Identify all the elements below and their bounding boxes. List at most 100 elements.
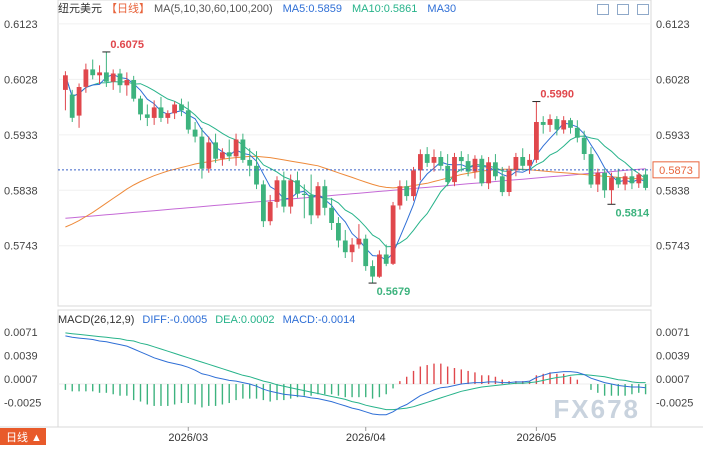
macd-tick-right: 0.0071 bbox=[656, 327, 690, 339]
candle-body bbox=[83, 69, 89, 87]
high-annotation: 0.5990 bbox=[540, 89, 574, 101]
macd-tick-left: 0.0007 bbox=[4, 374, 38, 386]
period-badge bbox=[0, 428, 46, 445]
macd-header: MACD(26,12,9) DIFF:-0.0005 DEA:0.0002 MACD:… bbox=[58, 314, 359, 330]
candle-body bbox=[636, 174, 642, 184]
candle-body bbox=[615, 177, 621, 185]
candle-body bbox=[179, 104, 184, 111]
candle-body bbox=[138, 98, 143, 115]
candle-body bbox=[390, 205, 396, 264]
candle-body bbox=[424, 154, 430, 163]
candle-body bbox=[540, 122, 546, 125]
macd-hist-value: MACD:-0.0014 bbox=[282, 314, 356, 326]
candle-body bbox=[506, 170, 512, 192]
dea-line bbox=[65, 332, 646, 411]
candle-body bbox=[261, 184, 266, 222]
candle-body bbox=[643, 174, 648, 188]
candle-body bbox=[629, 176, 635, 184]
macd-tick-left: 0.0071 bbox=[4, 327, 38, 339]
candle-body bbox=[199, 136, 205, 169]
macd-tick-right: 0.0039 bbox=[656, 351, 690, 363]
candle-body bbox=[493, 162, 498, 177]
price-panel-frame bbox=[57, 0, 652, 307]
price-tick-left: 0.5838 bbox=[4, 185, 38, 197]
candle-body bbox=[172, 104, 177, 114]
period-label[interactable]: 【日线】 bbox=[106, 3, 150, 15]
candle-body bbox=[534, 122, 539, 160]
price-tick-left: 0.5743 bbox=[4, 241, 38, 253]
candle-body bbox=[165, 113, 171, 118]
candle-body bbox=[574, 127, 580, 138]
candle-body bbox=[267, 201, 273, 222]
time-tick-label: 2026/03 bbox=[168, 432, 208, 444]
grid-icon[interactable] bbox=[617, 4, 629, 15]
candle-body bbox=[124, 80, 130, 86]
candle-body bbox=[213, 142, 218, 159]
price-tick-right: 0.5933 bbox=[656, 130, 690, 142]
candle-body bbox=[288, 180, 294, 207]
candle-body bbox=[254, 165, 259, 185]
diff-line bbox=[65, 335, 646, 416]
candle-body bbox=[554, 119, 560, 130]
price-tick-left: 0.5933 bbox=[4, 130, 38, 142]
candle-body bbox=[377, 254, 382, 277]
candle-body bbox=[602, 172, 607, 191]
time-tick-label: 2026/05 bbox=[516, 432, 556, 444]
candle-body bbox=[151, 107, 157, 118]
pair-title: 纽元美元 bbox=[58, 3, 102, 15]
candle-body bbox=[609, 177, 614, 191]
low-annotation: 0.5814 bbox=[615, 207, 650, 219]
ma30-value: MA30 bbox=[427, 3, 457, 15]
candle-body bbox=[622, 176, 628, 185]
fullscreen-icon[interactable] bbox=[637, 4, 649, 15]
candle-body bbox=[233, 139, 239, 157]
candle-body bbox=[336, 223, 341, 241]
ma5-value: MA5:0.5859 bbox=[282, 3, 342, 15]
price-tick-left: 0.6028 bbox=[4, 74, 38, 86]
time-tick-label: 2026/04 bbox=[346, 432, 386, 444]
price-tick-right: 0.6028 bbox=[656, 74, 690, 86]
candle-body bbox=[240, 139, 246, 160]
candle-body bbox=[90, 69, 96, 76]
candle-body bbox=[404, 186, 410, 197]
candle-body bbox=[568, 120, 573, 128]
candle-body bbox=[499, 176, 505, 193]
candle-body bbox=[342, 240, 348, 253]
candle-body bbox=[479, 158, 485, 184]
toolbar-icons bbox=[589, 2, 649, 20]
candle-body bbox=[274, 180, 280, 202]
candle-body bbox=[349, 244, 355, 253]
candle-body bbox=[104, 72, 109, 82]
ma10-line bbox=[64, 75, 646, 248]
macd-tick-left: -0.0025 bbox=[4, 397, 41, 409]
ma30-line bbox=[65, 155, 646, 228]
ma5-line bbox=[64, 73, 646, 261]
candle-body bbox=[486, 162, 491, 184]
candle-body bbox=[97, 72, 102, 76]
macd-title: MACD(26,12,9) bbox=[58, 314, 135, 326]
candle-body bbox=[383, 254, 389, 264]
macd-tick-left: 0.0039 bbox=[4, 351, 38, 363]
candle-body bbox=[397, 186, 403, 206]
period-badge-label: 日线 ▲ bbox=[6, 430, 42, 444]
candle-body bbox=[63, 75, 68, 90]
macd-tick-right: 0.0007 bbox=[656, 374, 690, 386]
candle-body bbox=[561, 120, 567, 130]
low-annotation: 0.5679 bbox=[377, 286, 411, 298]
candle-body bbox=[308, 194, 314, 216]
ma60-line bbox=[65, 168, 646, 219]
candle-body bbox=[315, 186, 321, 216]
settings-icon[interactable] bbox=[597, 4, 609, 15]
price-header: 纽元美元 【日线】 MA(5,10,30,60,100,200) MA5:0.5859… bbox=[58, 0, 460, 16]
price-tick-right: 0.6123 bbox=[656, 19, 690, 31]
candle-body bbox=[445, 165, 451, 183]
macd-dea-value: DEA:0.0002 bbox=[215, 314, 275, 326]
macd-tick-right: -0.0025 bbox=[656, 397, 693, 409]
candle-body bbox=[295, 180, 300, 194]
candle-body bbox=[117, 73, 123, 86]
candle-body bbox=[458, 157, 464, 162]
candle-body bbox=[431, 157, 437, 163]
candle-body bbox=[76, 87, 82, 116]
